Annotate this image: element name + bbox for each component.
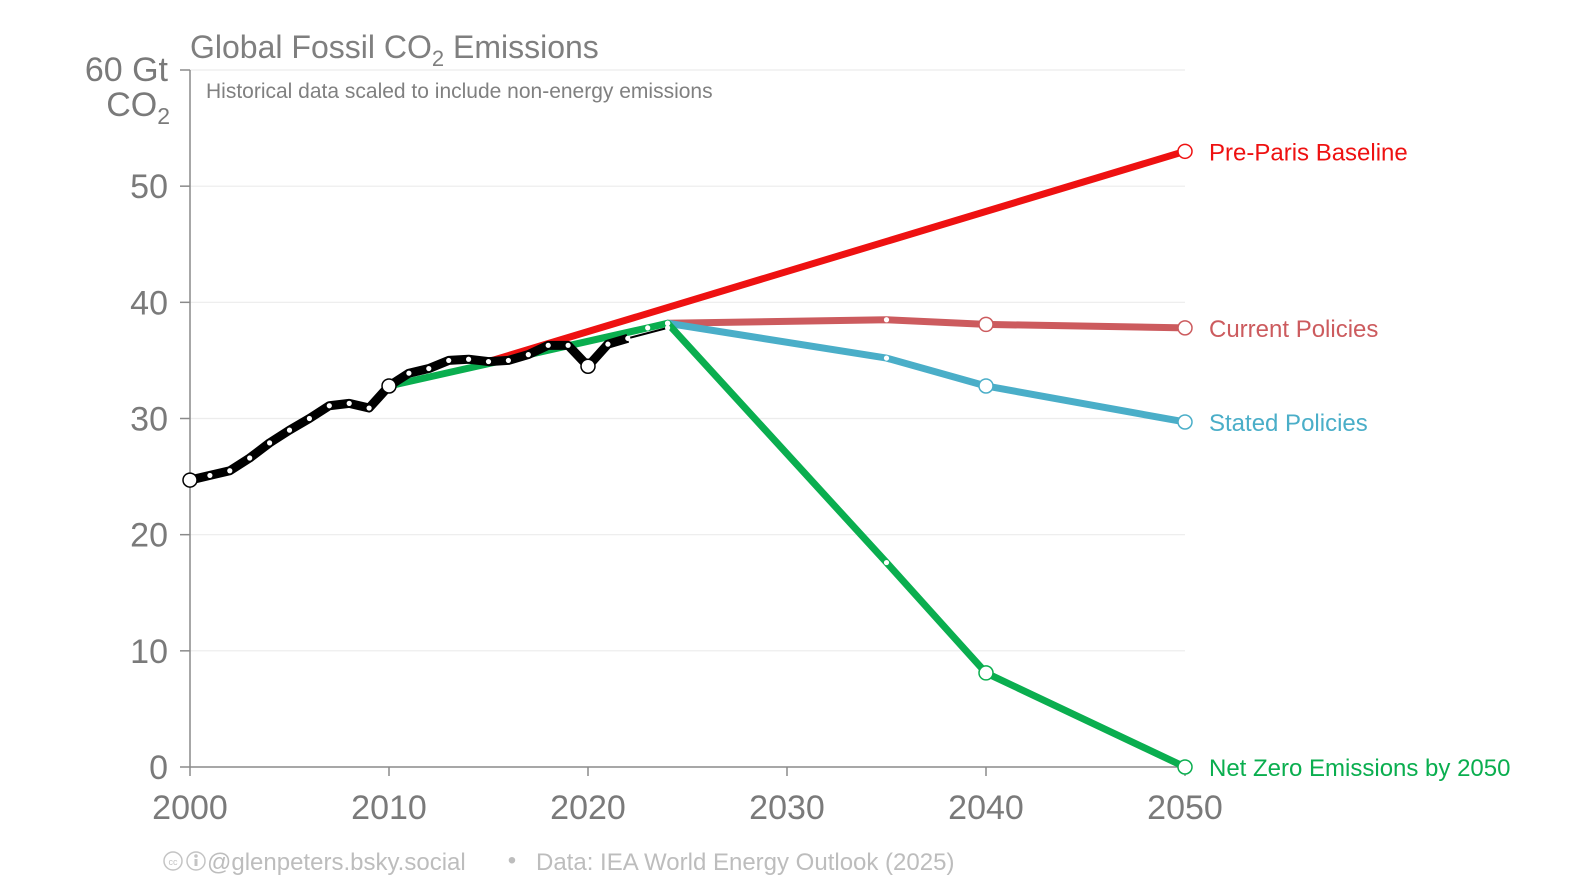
data-point (978, 378, 994, 394)
data-point (565, 342, 571, 348)
cc-license-icon: cc (163, 851, 183, 871)
data-point (665, 325, 671, 331)
data-point (883, 559, 890, 566)
series-line-stated-policies (664, 319, 1189, 426)
x-tick-label: 2040 (948, 789, 1024, 827)
y-tick-label: 50 (130, 168, 168, 206)
data-point (306, 415, 312, 422)
series-line-net-zero-emissions-by-2050 (385, 319, 1189, 771)
footer-separator: • (508, 847, 516, 874)
series-group (188, 147, 1189, 771)
footer: cc @glenpeters.bsky.social • Data: IEA W… (163, 847, 954, 876)
data-point (485, 358, 492, 365)
chart-subtitle: Historical data scaled to include non-en… (206, 80, 713, 103)
data-point (605, 341, 611, 347)
gridlines (190, 69, 1185, 652)
data-point (346, 400, 352, 406)
data-source: Data: IEA World Energy Outlook (2025) (536, 849, 954, 876)
markers-group (182, 143, 1193, 775)
data-point (247, 455, 253, 461)
data-point (381, 378, 397, 394)
y-axis-unit-co2: CO2 (106, 86, 170, 129)
data-point (883, 317, 890, 323)
series-label: Pre-Paris Baseline (1209, 139, 1408, 166)
chart-title: Global Fossil CO2 Emissions (190, 29, 599, 71)
data-point (426, 365, 432, 372)
data-point (227, 468, 233, 474)
svg-text:cc: cc (169, 857, 179, 867)
data-point (366, 405, 372, 411)
data-point (182, 472, 198, 488)
series-label: Stated Policies (1209, 410, 1368, 437)
data-point (505, 357, 511, 364)
x-tick-label: 2030 (749, 789, 825, 827)
data-point (466, 356, 472, 362)
y-tick-label: 40 (130, 284, 168, 322)
data-point (1177, 143, 1193, 160)
x-tick-label: 2000 (152, 789, 228, 827)
series-label: Net Zero Emissions by 2050 (1209, 755, 1510, 782)
data-point (625, 335, 631, 341)
series-line-historical (188, 334, 630, 485)
y-axis-unit-label: 60 Gt (85, 51, 169, 89)
data-point (665, 320, 671, 326)
data-point (446, 357, 452, 364)
x-tick-label: 2010 (351, 789, 427, 827)
series-labels: Pre-Paris Baseline Current Policies Stated… (1209, 139, 1510, 782)
data-point (326, 403, 332, 409)
series-line-historical-latest-thin (626, 326, 669, 340)
y-tick-label: 20 (130, 517, 168, 555)
data-point (978, 665, 994, 681)
data-point (645, 325, 651, 331)
data-point (978, 316, 994, 333)
author-handle: @glenpeters.bsky.social (207, 849, 466, 876)
by-attribution-icon (186, 851, 206, 871)
data-point (207, 472, 213, 479)
data-point (1177, 320, 1193, 336)
series-line-pre-paris-baseline (485, 147, 1189, 366)
y-tick-label: 10 (130, 633, 168, 671)
data-point (580, 358, 596, 374)
data-point (883, 355, 890, 361)
data-point (267, 440, 273, 446)
data-point (406, 370, 412, 376)
data-point (1177, 414, 1193, 430)
data-point (286, 427, 293, 433)
y-tick-label: 0 (149, 749, 168, 787)
x-tick-label: 2020 (550, 789, 626, 827)
y-tick-label: 30 (130, 401, 168, 439)
data-point (545, 342, 551, 348)
series-label: Current Policies (1209, 316, 1378, 343)
data-point (1177, 759, 1193, 775)
series-line-current-policies (664, 316, 1189, 332)
x-tick-label: 2050 (1147, 789, 1223, 827)
data-point (525, 352, 531, 358)
